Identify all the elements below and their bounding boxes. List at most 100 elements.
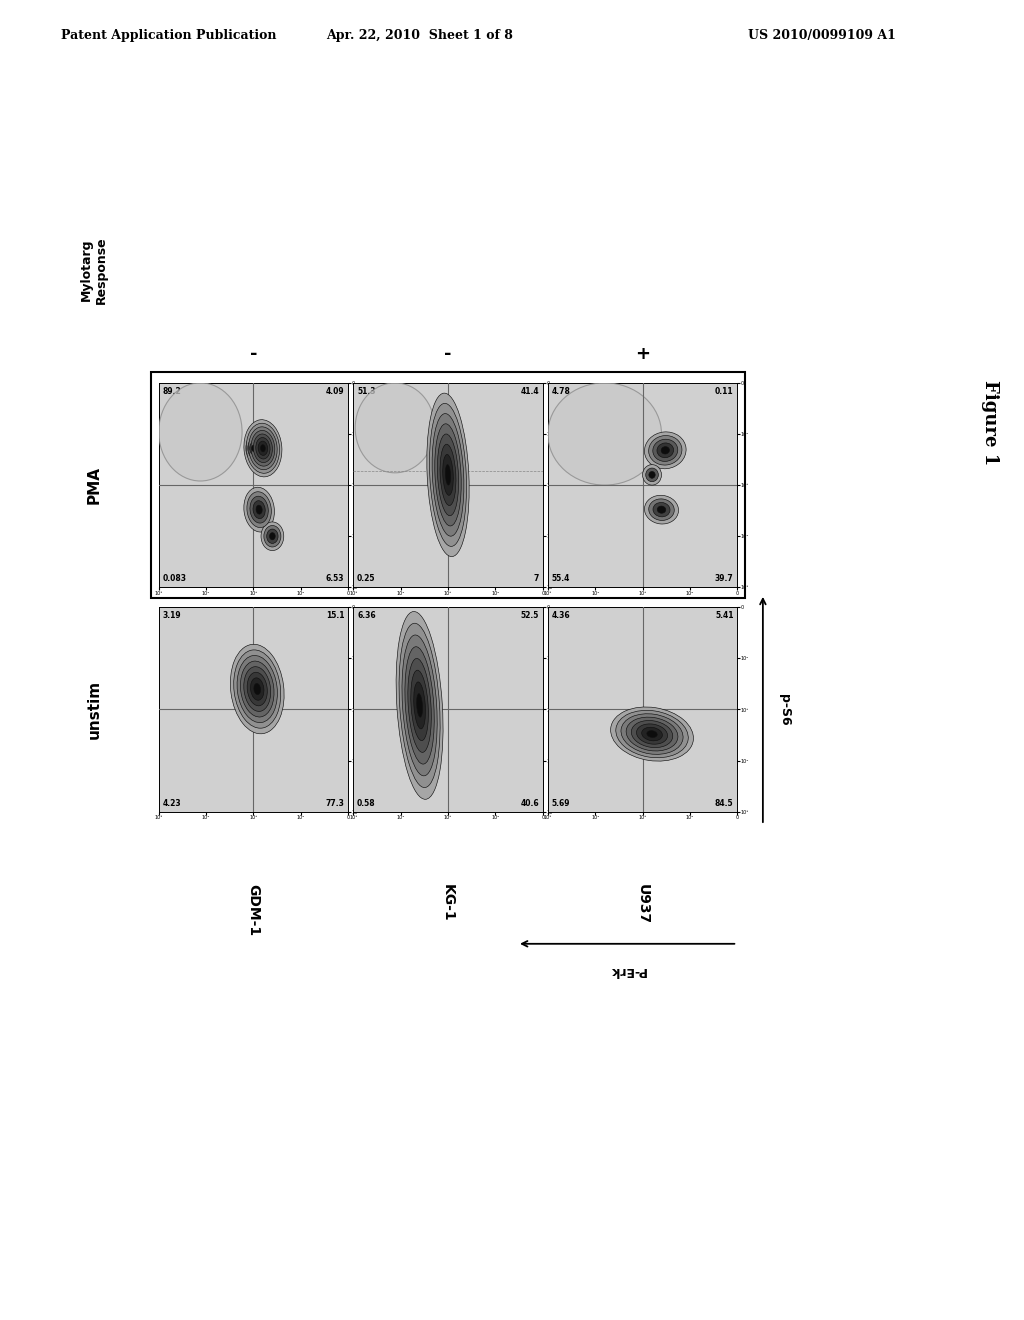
Ellipse shape — [440, 445, 456, 506]
Ellipse shape — [644, 727, 652, 733]
Ellipse shape — [427, 393, 469, 557]
Ellipse shape — [644, 432, 686, 469]
Text: 6.36: 6.36 — [357, 611, 376, 620]
Ellipse shape — [256, 437, 270, 459]
Ellipse shape — [649, 499, 674, 520]
Ellipse shape — [435, 424, 461, 525]
Ellipse shape — [437, 434, 459, 516]
Ellipse shape — [408, 659, 431, 752]
Text: -: - — [250, 345, 257, 363]
Text: GDM-1: GDM-1 — [247, 884, 260, 936]
Text: 4.23: 4.23 — [163, 799, 181, 808]
Ellipse shape — [642, 727, 663, 741]
Ellipse shape — [649, 471, 655, 478]
Ellipse shape — [657, 444, 674, 458]
Ellipse shape — [414, 682, 425, 729]
Ellipse shape — [159, 383, 242, 480]
Ellipse shape — [440, 461, 456, 510]
Text: 5.41: 5.41 — [715, 611, 733, 620]
Text: Figure 1: Figure 1 — [981, 380, 999, 465]
Text: 52.5: 52.5 — [520, 611, 539, 620]
Ellipse shape — [269, 533, 275, 540]
Ellipse shape — [648, 436, 682, 465]
Ellipse shape — [637, 723, 668, 744]
Text: 89.2: 89.2 — [163, 387, 181, 396]
Ellipse shape — [653, 503, 670, 517]
Ellipse shape — [438, 453, 458, 517]
Ellipse shape — [445, 465, 451, 484]
Ellipse shape — [251, 430, 274, 466]
Ellipse shape — [610, 708, 693, 762]
Text: P-Erk: P-Erk — [608, 964, 646, 977]
Ellipse shape — [230, 644, 284, 734]
Ellipse shape — [548, 383, 662, 484]
Ellipse shape — [402, 635, 437, 776]
Ellipse shape — [251, 678, 264, 700]
Ellipse shape — [246, 436, 261, 461]
Text: 40.6: 40.6 — [520, 799, 539, 808]
Ellipse shape — [443, 469, 453, 502]
Ellipse shape — [640, 723, 656, 737]
Ellipse shape — [411, 671, 428, 741]
Ellipse shape — [252, 445, 255, 451]
Text: 77.3: 77.3 — [326, 799, 344, 808]
Ellipse shape — [644, 495, 679, 524]
Text: 41.4: 41.4 — [520, 387, 539, 396]
Ellipse shape — [632, 721, 673, 747]
Ellipse shape — [248, 684, 259, 702]
Text: 4.36: 4.36 — [552, 611, 570, 620]
Text: 7: 7 — [534, 574, 539, 583]
Ellipse shape — [249, 426, 278, 470]
Text: 51.3: 51.3 — [357, 387, 376, 396]
Ellipse shape — [254, 684, 260, 694]
Ellipse shape — [407, 673, 426, 746]
Ellipse shape — [442, 454, 454, 495]
Ellipse shape — [631, 718, 666, 742]
Ellipse shape — [662, 446, 670, 454]
Text: 84.5: 84.5 — [715, 799, 733, 808]
Ellipse shape — [244, 420, 282, 477]
Ellipse shape — [396, 611, 443, 800]
Ellipse shape — [615, 710, 688, 758]
Ellipse shape — [250, 442, 257, 454]
Text: +: + — [635, 345, 650, 363]
Ellipse shape — [636, 721, 662, 739]
Ellipse shape — [253, 434, 272, 462]
Ellipse shape — [250, 496, 268, 523]
Text: unstim: unstim — [87, 680, 101, 739]
Text: p-S6: p-S6 — [778, 694, 792, 725]
Ellipse shape — [251, 689, 256, 698]
Ellipse shape — [245, 680, 262, 708]
Text: 15.1: 15.1 — [326, 611, 344, 620]
Text: U937: U937 — [636, 884, 649, 924]
Ellipse shape — [621, 714, 683, 754]
Ellipse shape — [264, 525, 281, 546]
Ellipse shape — [258, 441, 267, 455]
Text: KG-1: KG-1 — [441, 884, 455, 923]
Text: Patent Application Publication: Patent Application Publication — [61, 29, 276, 42]
Ellipse shape — [643, 465, 662, 486]
Text: US 2010/0099109 A1: US 2010/0099109 A1 — [748, 29, 895, 42]
Text: 4.78: 4.78 — [552, 387, 570, 396]
Ellipse shape — [256, 506, 262, 513]
Text: 6.53: 6.53 — [326, 574, 344, 583]
Text: 0.58: 0.58 — [357, 799, 376, 808]
Ellipse shape — [429, 404, 467, 546]
Ellipse shape — [247, 492, 271, 528]
Ellipse shape — [253, 500, 265, 519]
Ellipse shape — [355, 383, 435, 473]
Ellipse shape — [241, 661, 274, 717]
Text: 0.11: 0.11 — [715, 387, 733, 396]
Ellipse shape — [657, 506, 666, 513]
Ellipse shape — [266, 529, 279, 544]
Text: 0.083: 0.083 — [163, 574, 186, 583]
Ellipse shape — [399, 623, 440, 788]
Ellipse shape — [238, 656, 278, 722]
Text: 0.25: 0.25 — [357, 574, 376, 583]
Text: Mylotarg
Response: Mylotarg Response — [80, 236, 109, 304]
Ellipse shape — [432, 413, 464, 536]
Ellipse shape — [244, 487, 274, 532]
Ellipse shape — [244, 667, 270, 711]
Text: 5.69: 5.69 — [552, 799, 570, 808]
Text: -: - — [444, 345, 452, 363]
